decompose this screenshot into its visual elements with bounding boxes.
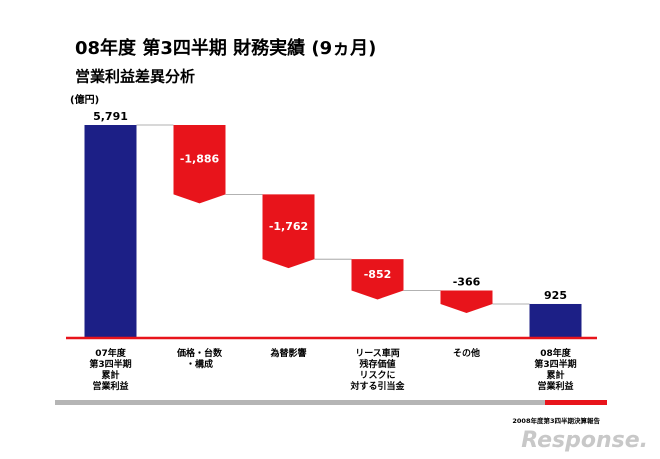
bar	[262, 194, 315, 269]
footer-text: 2008年度第3四半期決算報告	[512, 416, 600, 425]
x-tick-label: 07年度第3四半期累計営業利益	[89, 347, 131, 392]
bar	[351, 259, 404, 300]
bar	[84, 125, 137, 338]
x-tick-label: その他	[453, 347, 480, 359]
x-tick-label: リース車両残存価値リスクに対する引当金	[349, 347, 405, 392]
value-label: -1,762	[269, 220, 308, 233]
value-label: -1,886	[180, 153, 220, 166]
value-label: -366	[453, 276, 481, 289]
chart-title: 08年度 第3四半期 財務実績 (9ヵ月)	[75, 37, 376, 59]
footer-bar	[55, 400, 545, 405]
bar	[440, 290, 493, 313]
x-tick-label: 価格・台数・構成	[176, 347, 223, 370]
unit-label: (億円)	[70, 93, 99, 106]
value-label: -852	[364, 268, 392, 281]
bar	[173, 125, 226, 204]
chart-subtitle: 営業利益差異分析	[75, 68, 195, 86]
footer-bar-accent	[545, 400, 607, 405]
x-tick-label: 08年度第3四半期累計営業利益	[534, 347, 576, 392]
bar	[529, 303, 582, 338]
value-label: 925	[544, 289, 567, 302]
x-tick-label: 為替影響	[269, 347, 306, 359]
value-label: 5,791	[93, 110, 128, 123]
watermark: Response.	[521, 428, 648, 453]
